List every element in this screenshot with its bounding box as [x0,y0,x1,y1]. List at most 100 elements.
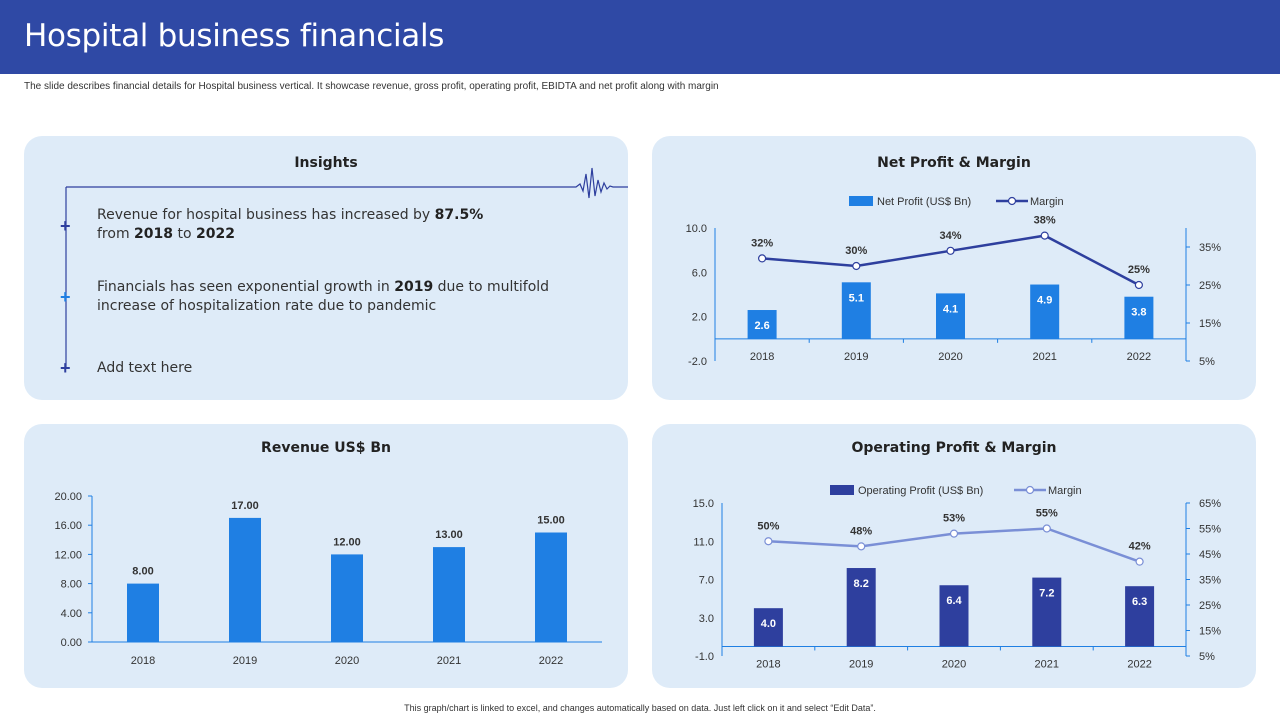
bar [1124,296,1154,339]
bar [846,568,876,647]
bar-data-label: 2.6 [754,320,769,332]
x-tick-label: 2022 [539,655,563,667]
y2-tick-label: 55% [1199,524,1221,536]
legend-label: Net Profit (US$ Bn) [877,196,971,208]
y-tick-label: -1.0 [695,651,714,663]
insight-item-1: Revenue for hospital business has increa… [97,206,483,244]
y2-tick-label: 5% [1199,356,1215,368]
x-tick-label: 2018 [756,658,780,670]
operating-profit-title: Operating Profit & Margin [851,440,1057,456]
x-tick-label: 2021 [1032,351,1056,363]
margin-data-label: 32% [751,237,773,249]
insight-text: due to multifold [433,279,550,295]
bar-data-label: 6.4 [946,595,962,607]
y2-tick-label: 65% [1199,498,1221,510]
bar [1125,586,1155,647]
x-tick-label: 2019 [844,351,868,363]
bar-data-label: 4.1 [943,303,958,315]
margin-point [857,542,866,551]
bar-data-label: 4.0 [761,618,776,630]
bar-data-label: 15.00 [537,515,565,527]
x-tick-label: 2018 [750,351,774,363]
x-tick-label: 2022 [1127,351,1151,363]
page-title: Hospital business financials [24,18,445,54]
bar-data-label: 8.2 [854,578,869,590]
insight-highlight: 2018 [134,226,173,242]
bar [841,282,871,339]
y2-tick-label: 35% [1199,575,1221,587]
x-tick-label: 2021 [437,655,461,667]
legend-line-marker [1025,485,1035,495]
margin-point [1134,280,1143,290]
slide-description: The slide describes financial details fo… [24,81,719,92]
y2-tick-label: 25% [1199,280,1221,292]
legend-label: Operating Profit (US$ Bn) [858,485,983,497]
legend-label: Margin [1030,196,1064,208]
insight-text: Revenue for hospital business has increa… [97,207,435,223]
bar [331,554,363,642]
y-tick-label: 0.00 [61,637,82,649]
bar [753,608,783,647]
bar-data-label: 5.1 [849,292,864,304]
margin-point [949,529,959,538]
bar-data-label: 3.8 [1131,307,1146,319]
y-tick-label: 12.00 [54,549,82,561]
bar [936,293,965,339]
x-tick-label: 2018 [131,655,155,667]
margin-data-label: 25% [1128,264,1150,276]
margin-data-label: 34% [939,230,961,242]
margin-point [946,246,955,255]
margin-data-label: 48% [850,525,872,537]
margin-point [1042,524,1051,533]
bar-data-label: 12.00 [333,536,361,548]
plus-icon: + [60,358,71,378]
y-tick-label: 7.0 [699,575,714,587]
x-tick-label: 2020 [938,351,962,363]
margin-point [1135,557,1144,566]
y2-tick-label: 45% [1199,549,1221,561]
bar [229,517,261,642]
margin-data-label: 50% [757,520,779,532]
x-tick-label: 2019 [849,658,873,670]
y-tick-label: 6.0 [692,267,707,279]
legend-bar-swatch [830,485,854,495]
y-tick-label: 2.0 [692,312,707,324]
x-tick-label: 2020 [942,658,966,670]
net-profit-title: Net Profit & Margin [877,155,1031,171]
bar [535,532,567,642]
margin-line [761,234,1140,287]
x-tick-label: 2021 [1035,658,1059,670]
y2-tick-label: 35% [1199,242,1221,254]
insight-text: to [173,226,196,242]
plus-icon: + [60,287,71,307]
legend-label: Margin [1048,485,1082,497]
insight-highlight: 2019 [394,279,434,295]
insight-item-2: Financials has seen exponential growth i… [97,278,549,316]
insight-text: Financials has seen exponential growth i… [97,279,395,295]
margin-data-label: 38% [1034,215,1056,227]
insights-panel: Insights + + + Revenue for hospital busi… [24,136,628,400]
y-tick-label: 20.00 [54,491,82,503]
legend-line-marker [1007,196,1017,206]
x-tick-label: 2019 [233,655,257,667]
insight-highlight: 87.5% [434,207,484,223]
heartbeat-line-icon [66,167,628,199]
net-profit-panel: Net Profit & Margin Net Profit (US$ Bn) M… [652,136,1256,400]
bar-data-label: 13.00 [435,529,463,541]
insight-text: increase of hospitalization rate due to … [97,298,437,314]
bar-data-label: 6.3 [1132,596,1147,608]
bar-data-label: 17.00 [231,500,259,512]
x-tick-label: 2022 [1127,658,1151,670]
insight-item-3: Add text here [97,359,192,378]
footer-note: This graph/chart is linked to excel, and… [404,703,876,713]
insights-decoration [65,167,628,368]
y2-tick-label: 25% [1199,600,1221,612]
operating-profit-chart: Operating Profit (US$ Bn) Margin 15.0 11.0 7… [693,485,1221,670]
bar [1030,284,1060,339]
margin-point [757,254,767,263]
plus-icon: + [60,216,71,236]
bar [939,585,969,647]
net-profit-chart: Net Profit (US$ Bn) Margin 10.0 6.0 2.0 -2.0 3… [686,196,1221,368]
insights-title: Insights [294,155,358,171]
